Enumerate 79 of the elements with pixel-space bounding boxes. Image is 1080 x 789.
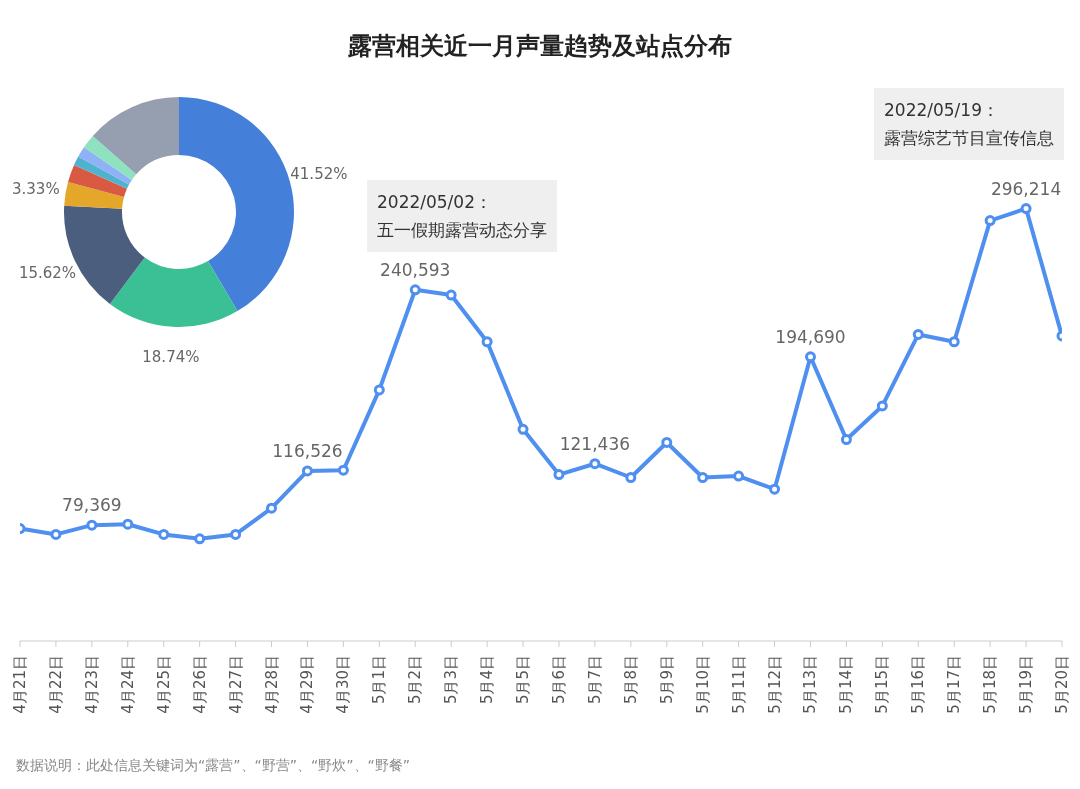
x-tick-label: 5月11日 <box>729 655 748 714</box>
donut-slice <box>109 257 238 327</box>
data-label: 121,436 <box>559 433 631 454</box>
x-tick-label: 4月25日 <box>154 655 173 714</box>
point <box>481 336 493 348</box>
donut-slice <box>64 181 124 209</box>
donut-slice <box>68 164 127 198</box>
point <box>984 215 996 227</box>
data-label: 79,369 <box>62 495 122 516</box>
point <box>266 502 278 514</box>
x-tick-label: 5月6日 <box>549 655 568 705</box>
point <box>50 528 62 540</box>
donut-slice <box>92 97 179 175</box>
data-label: 194,690 <box>775 326 846 347</box>
data-label: 18.74% <box>142 347 200 366</box>
data-label: 3.33% <box>12 179 60 198</box>
text: 2022/05/19：露营综艺节目宣传信息 <box>884 99 1054 150</box>
point <box>840 434 852 446</box>
x-tick-label: 5月1日 <box>370 655 389 705</box>
point <box>301 465 313 477</box>
text: 数据说明：此处信息关键词为“露营”、“野营”、“野炊”、“野餐” <box>16 757 411 775</box>
x-tick-label: 5月14日 <box>837 655 856 714</box>
x-tick-label: 4月28日 <box>262 655 281 714</box>
data-label: 41.52% <box>290 164 348 183</box>
x-tick-label: 5月16日 <box>909 655 928 714</box>
x-tick-label: 5月10日 <box>693 655 712 714</box>
point <box>948 336 960 348</box>
data-label: 116,526 <box>272 440 343 461</box>
x-tick-label: 4月22日 <box>46 655 65 714</box>
x-tick-label: 4月30日 <box>334 655 353 714</box>
donut-slice <box>74 156 130 189</box>
donut-slice <box>83 135 137 180</box>
x-tick-label: 5月13日 <box>801 655 820 714</box>
x-tick-label: 4月29日 <box>298 655 317 714</box>
point <box>912 328 924 340</box>
x-tick-label: 4月27日 <box>226 655 245 714</box>
point <box>373 384 385 396</box>
data-label: 15.62% <box>18 264 77 283</box>
point <box>625 472 637 484</box>
point <box>661 436 673 448</box>
x-tick-label: 4月24日 <box>118 655 137 714</box>
annotation: 2022/05/02：五一假期露营动态分享 <box>377 191 547 242</box>
donut-slice <box>78 147 132 185</box>
point <box>86 519 98 531</box>
point <box>876 400 888 412</box>
x-tick-label: 5月20日 <box>1053 655 1071 714</box>
point <box>445 289 457 301</box>
x-tick-label: 5月3日 <box>442 655 461 705</box>
point <box>769 483 781 495</box>
point <box>158 528 170 540</box>
point <box>804 351 816 363</box>
data-label: 240,593 <box>380 259 451 280</box>
chart-title: 露营相关近一月声量趋势及站点分布 <box>347 31 733 62</box>
data-label: 296,214 <box>990 178 1062 199</box>
point <box>733 470 745 482</box>
point <box>553 469 565 481</box>
x-tick-label: 5月5日 <box>514 655 533 705</box>
x-tick-label: 5月12日 <box>765 655 784 714</box>
point <box>337 464 349 476</box>
point <box>122 518 134 530</box>
x-tick-label: 4月23日 <box>82 655 101 714</box>
x-tick-label: 5月19日 <box>1017 655 1036 714</box>
x-tick-label: 5月8日 <box>621 655 640 705</box>
point <box>589 458 601 470</box>
point <box>1020 203 1032 215</box>
x-tick-label: 5月2日 <box>406 655 425 705</box>
point <box>194 533 206 545</box>
point <box>517 423 529 435</box>
point <box>409 284 421 296</box>
x-tick-label: 5月9日 <box>657 655 676 705</box>
x-tick-label: 5月18日 <box>981 655 1000 714</box>
point <box>230 528 242 540</box>
point <box>697 472 709 484</box>
x-tick-label: 5月17日 <box>945 655 964 714</box>
x-tick-label: 5月15日 <box>873 655 892 714</box>
x-tick-label: 4月21日 <box>11 655 29 714</box>
x-tick-label: 5月7日 <box>585 655 604 705</box>
x-tick-label: 4月26日 <box>190 655 209 714</box>
x-tick-label: 5月4日 <box>478 655 497 705</box>
